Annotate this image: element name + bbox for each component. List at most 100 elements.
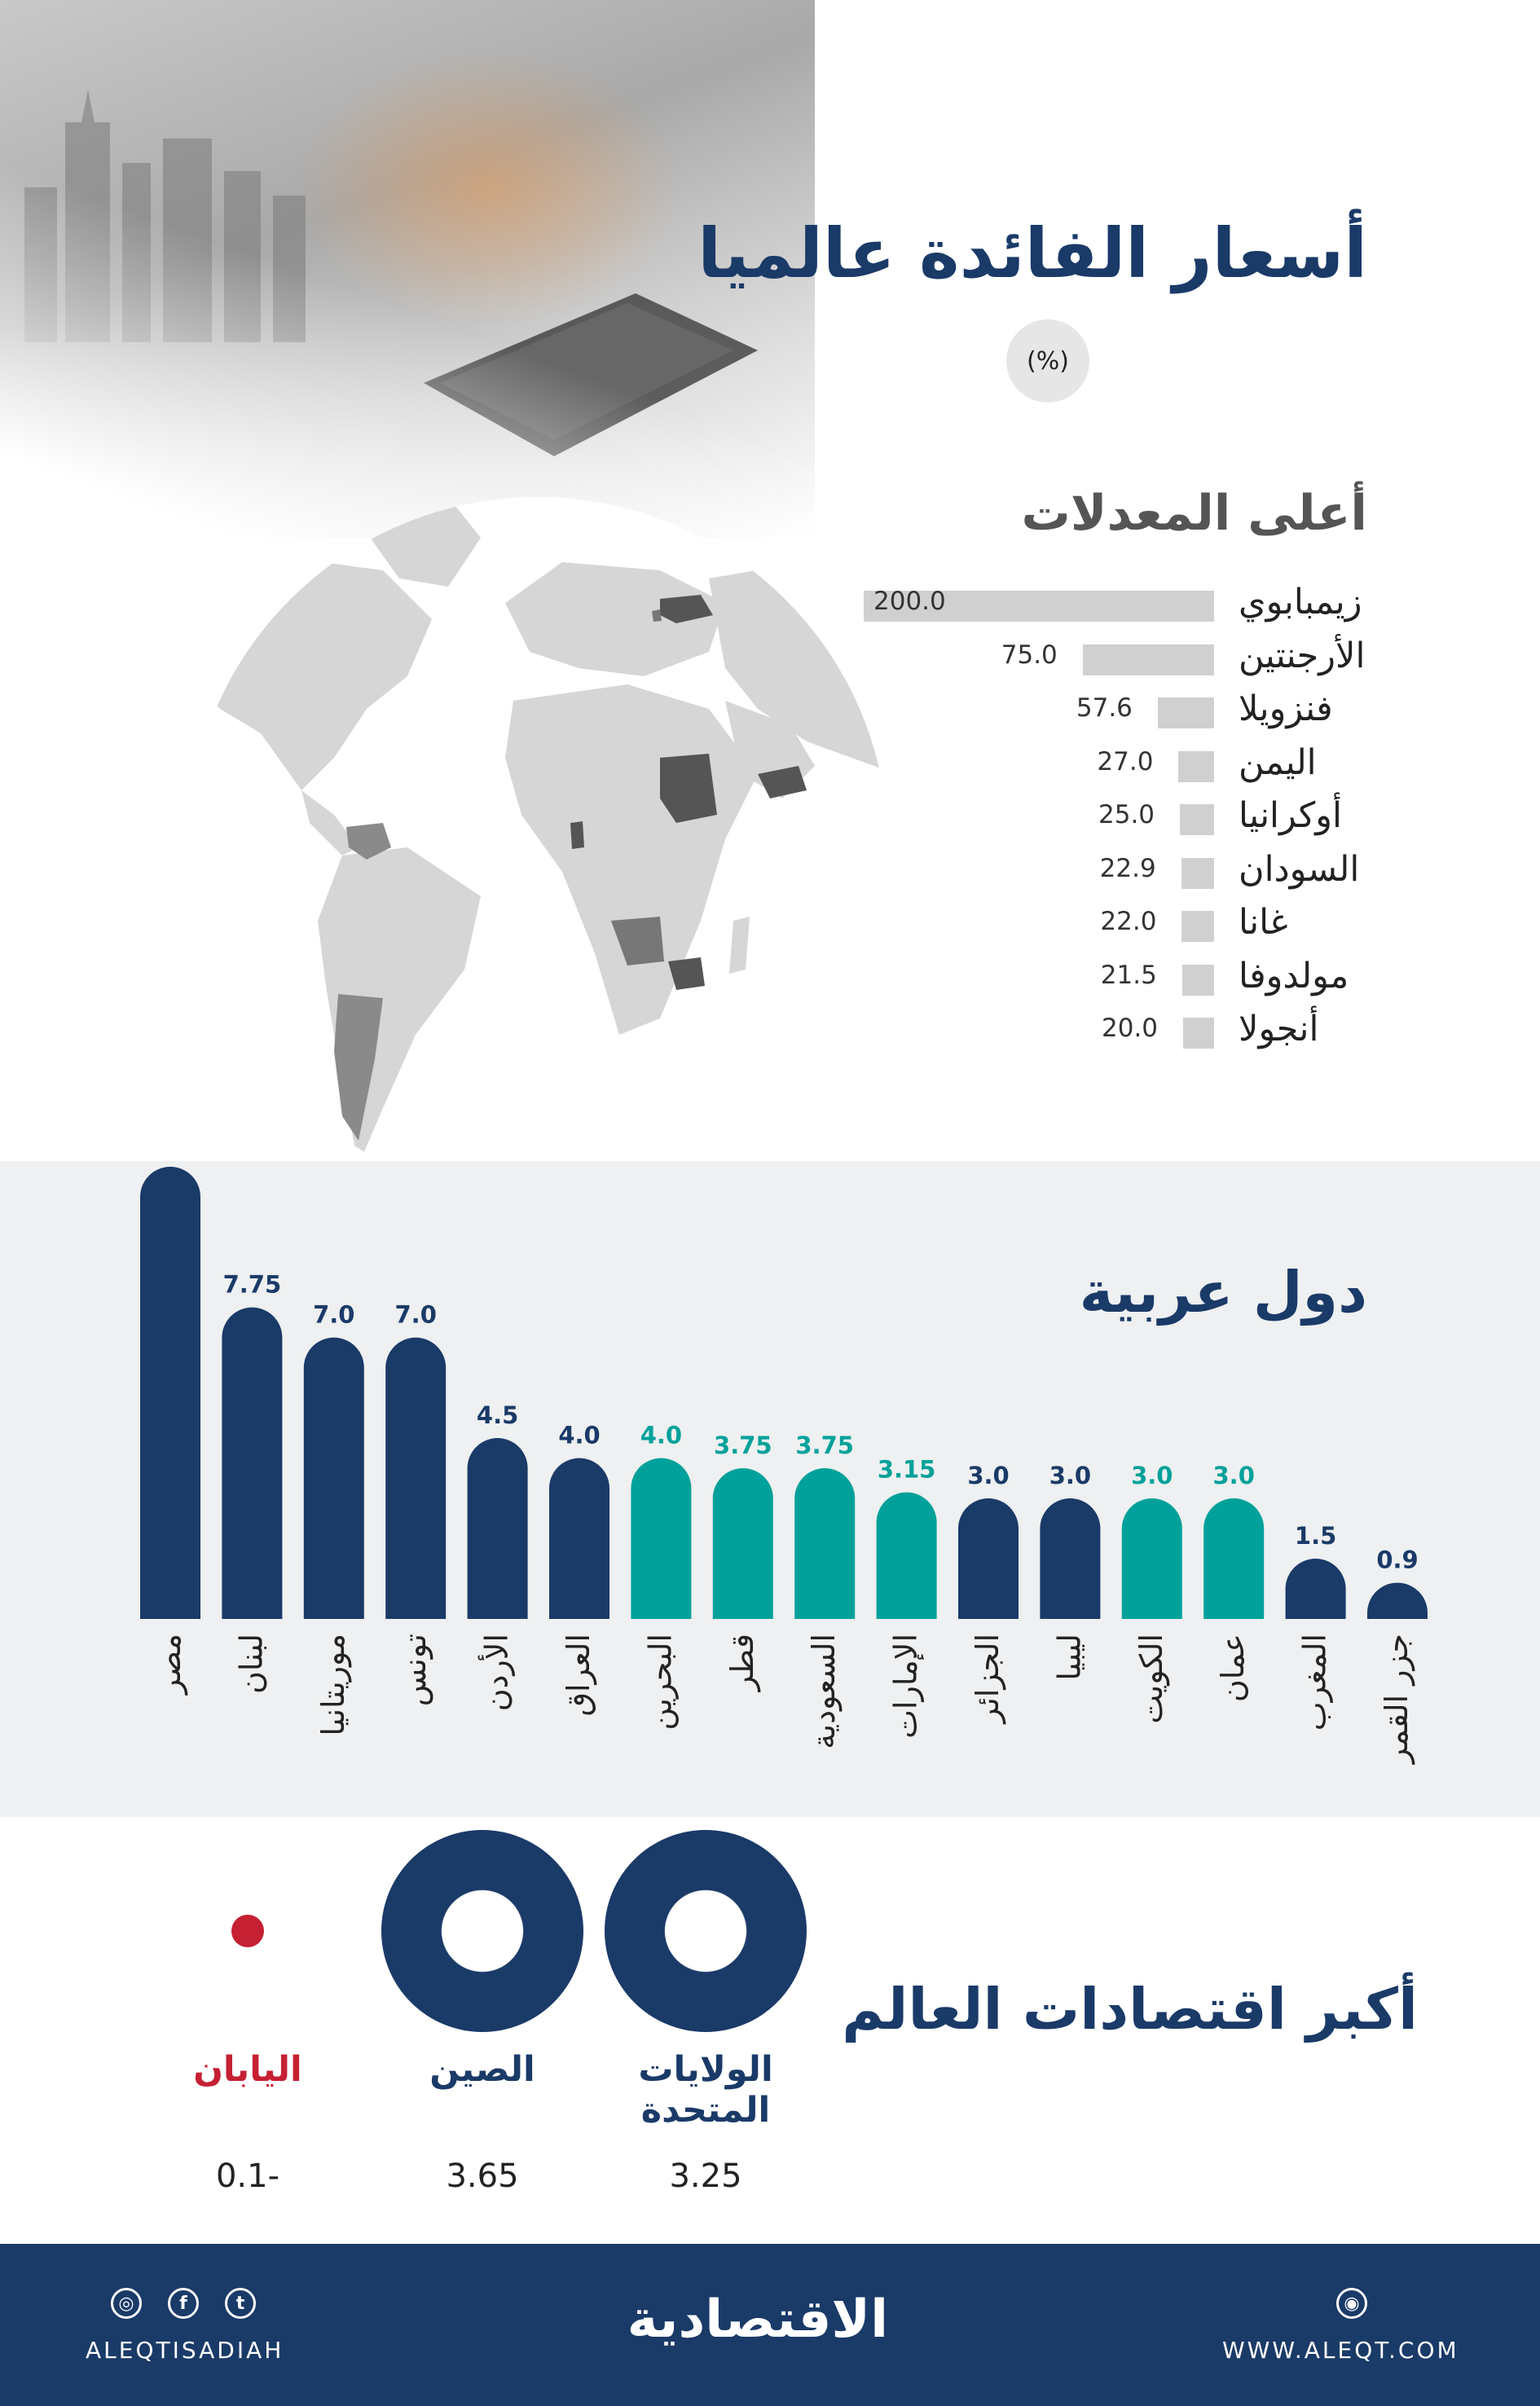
arab-country-label: جزر القمر bbox=[1379, 1634, 1415, 1765]
arab-bar-chart: 11.25مصر7.75لبنان7.0موريتانيا7.0تونس4.5ا… bbox=[140, 1167, 1428, 1765]
rate-country-label: أوكرانيا bbox=[1239, 795, 1342, 836]
arab-country-label: الأردن bbox=[477, 1634, 515, 1711]
arab-country-label: المغرب bbox=[1297, 1634, 1334, 1731]
arab-bar bbox=[140, 1167, 200, 1619]
arab-value-label: 3.0 bbox=[1213, 1462, 1255, 1489]
arab-country-label: عمان bbox=[1215, 1634, 1251, 1702]
rate-country-label: أنجولا bbox=[1239, 1009, 1319, 1049]
rate-value: 22.9 bbox=[1099, 853, 1156, 883]
rate-country-label: السودان bbox=[1239, 848, 1360, 890]
arab-country-label: السعودية bbox=[806, 1634, 843, 1749]
arab-country-label: العراق bbox=[561, 1634, 597, 1716]
rate-country-label: غانا bbox=[1239, 902, 1288, 943]
rate-country-label: زيمبابوي bbox=[1239, 582, 1362, 622]
europe-landmass bbox=[505, 562, 725, 676]
rate-row: 20.0 أنجولا bbox=[815, 1007, 1385, 1056]
arab-value-label: 3.75 bbox=[795, 1432, 854, 1459]
angola-shape bbox=[611, 917, 664, 965]
rate-bar bbox=[1180, 804, 1214, 835]
rate-bar bbox=[1181, 857, 1214, 889]
arab-country-label: مصر bbox=[152, 1634, 188, 1696]
rate-value: 200.0 bbox=[873, 587, 946, 616]
rate-value: 22.0 bbox=[1100, 907, 1157, 936]
arab-bar bbox=[222, 1307, 283, 1619]
arab-section-title: دول عربية bbox=[1079, 1259, 1367, 1326]
rate-row: 75.0 الأرجنتين bbox=[815, 634, 1385, 683]
rate-bar bbox=[1082, 644, 1214, 675]
economy-value: 0.1- bbox=[215, 2157, 280, 2195]
twitter-icon[interactable]: t bbox=[225, 2288, 256, 2319]
economy-name: الصين bbox=[429, 2049, 535, 2090]
arab-bar bbox=[467, 1438, 528, 1619]
madagascar-landmass bbox=[729, 917, 750, 974]
economy-ring bbox=[605, 1830, 807, 2032]
arab-country-label: تونس bbox=[397, 1634, 433, 1706]
top-rates-title: أعلى المعدلات bbox=[1021, 485, 1367, 542]
brand-logo: الاقتصادية bbox=[627, 2289, 888, 2350]
economy-value: 3.65 bbox=[446, 2157, 519, 2195]
arab-bar bbox=[1367, 1582, 1428, 1619]
calculator-illustration bbox=[424, 293, 758, 456]
rate-value: 57.6 bbox=[1076, 693, 1133, 723]
arab-bar bbox=[1121, 1498, 1182, 1619]
economy-ring bbox=[381, 1830, 583, 2032]
rate-bar bbox=[864, 591, 1214, 622]
economy-value: 3.25 bbox=[669, 2157, 742, 2195]
zimbabwe-shape bbox=[668, 957, 705, 990]
rate-country-label: مولدوفا bbox=[1239, 955, 1349, 996]
arab-country-label: ليبيا bbox=[1051, 1634, 1087, 1681]
arab-country-label: قطر bbox=[724, 1634, 761, 1692]
rate-bar bbox=[1181, 911, 1214, 942]
arab-value-label: 7.0 bbox=[313, 1301, 354, 1329]
arab-value-label: 3.75 bbox=[714, 1432, 772, 1459]
argentina-shape bbox=[334, 994, 383, 1141]
economy-ring bbox=[231, 1915, 264, 1947]
arab-value-label: 3.0 bbox=[1049, 1462, 1091, 1489]
arab-bar bbox=[1203, 1498, 1265, 1619]
rate-bar bbox=[1178, 750, 1214, 782]
arab-bar bbox=[631, 1458, 692, 1619]
sudan-shape bbox=[660, 754, 717, 823]
social-handle: ALEQTISADIAH bbox=[86, 2337, 284, 2364]
arab-bar bbox=[876, 1492, 937, 1619]
arab-bar bbox=[712, 1468, 773, 1619]
rate-row: 200.0 زيمبابوي bbox=[815, 580, 1385, 629]
unit-badge: (%) bbox=[1006, 319, 1089, 402]
rate-country-label: اليمن bbox=[1239, 741, 1317, 783]
arab-country-label: لبنان bbox=[233, 1634, 269, 1694]
page-title: أسعار الفائدة عالميا bbox=[697, 213, 1367, 293]
economy-name: الولايات المتحدة bbox=[638, 2049, 773, 2131]
rate-value: 20.0 bbox=[1102, 1014, 1159, 1043]
ukraine-shape bbox=[660, 595, 713, 623]
arab-bar bbox=[549, 1458, 609, 1619]
rate-country-label: فنزويلا bbox=[1239, 688, 1333, 729]
rate-row: 57.6 فنزويلا bbox=[815, 687, 1385, 736]
arab-country-label: موريتانيا bbox=[315, 1634, 352, 1736]
moldova-shape bbox=[652, 609, 662, 622]
facebook-icon[interactable]: f bbox=[168, 2288, 199, 2319]
rate-row: 21.5 مولدوفا bbox=[815, 954, 1385, 1003]
arab-bar bbox=[1040, 1498, 1101, 1619]
arab-value-label: 3.15 bbox=[878, 1456, 936, 1484]
arab-value-label: 4.0 bbox=[640, 1422, 682, 1449]
arab-country-label: الكويت bbox=[1133, 1634, 1170, 1724]
rate-value: 75.0 bbox=[1001, 640, 1058, 670]
rate-value: 25.0 bbox=[1098, 800, 1155, 829]
website-globe-icon: ◉ bbox=[1336, 2288, 1367, 2319]
city-skyline-illustration bbox=[24, 90, 758, 456]
arab-bar bbox=[1285, 1559, 1346, 1619]
website-link[interactable]: WWW.ALEQT.COM bbox=[1222, 2337, 1459, 2364]
world-map bbox=[187, 497, 888, 1165]
arab-country-label: الإمارات bbox=[888, 1634, 925, 1739]
instagram-icon[interactable]: ◎ bbox=[111, 2288, 142, 2319]
arab-country-label: البحرين bbox=[642, 1634, 679, 1731]
ghana-shape bbox=[570, 821, 584, 849]
rate-row: 22.9 السودان bbox=[815, 847, 1385, 896]
arab-value-label: 1.5 bbox=[1295, 1522, 1336, 1550]
rate-value: 27.0 bbox=[1097, 746, 1154, 776]
rate-row: 22.0 غانا bbox=[815, 900, 1385, 949]
central-america-landmass bbox=[301, 790, 359, 856]
arab-country-label: الجزائر bbox=[970, 1634, 1006, 1725]
yemen-shape bbox=[758, 766, 807, 798]
rate-row: 25.0 أوكرانيا bbox=[815, 794, 1385, 842]
